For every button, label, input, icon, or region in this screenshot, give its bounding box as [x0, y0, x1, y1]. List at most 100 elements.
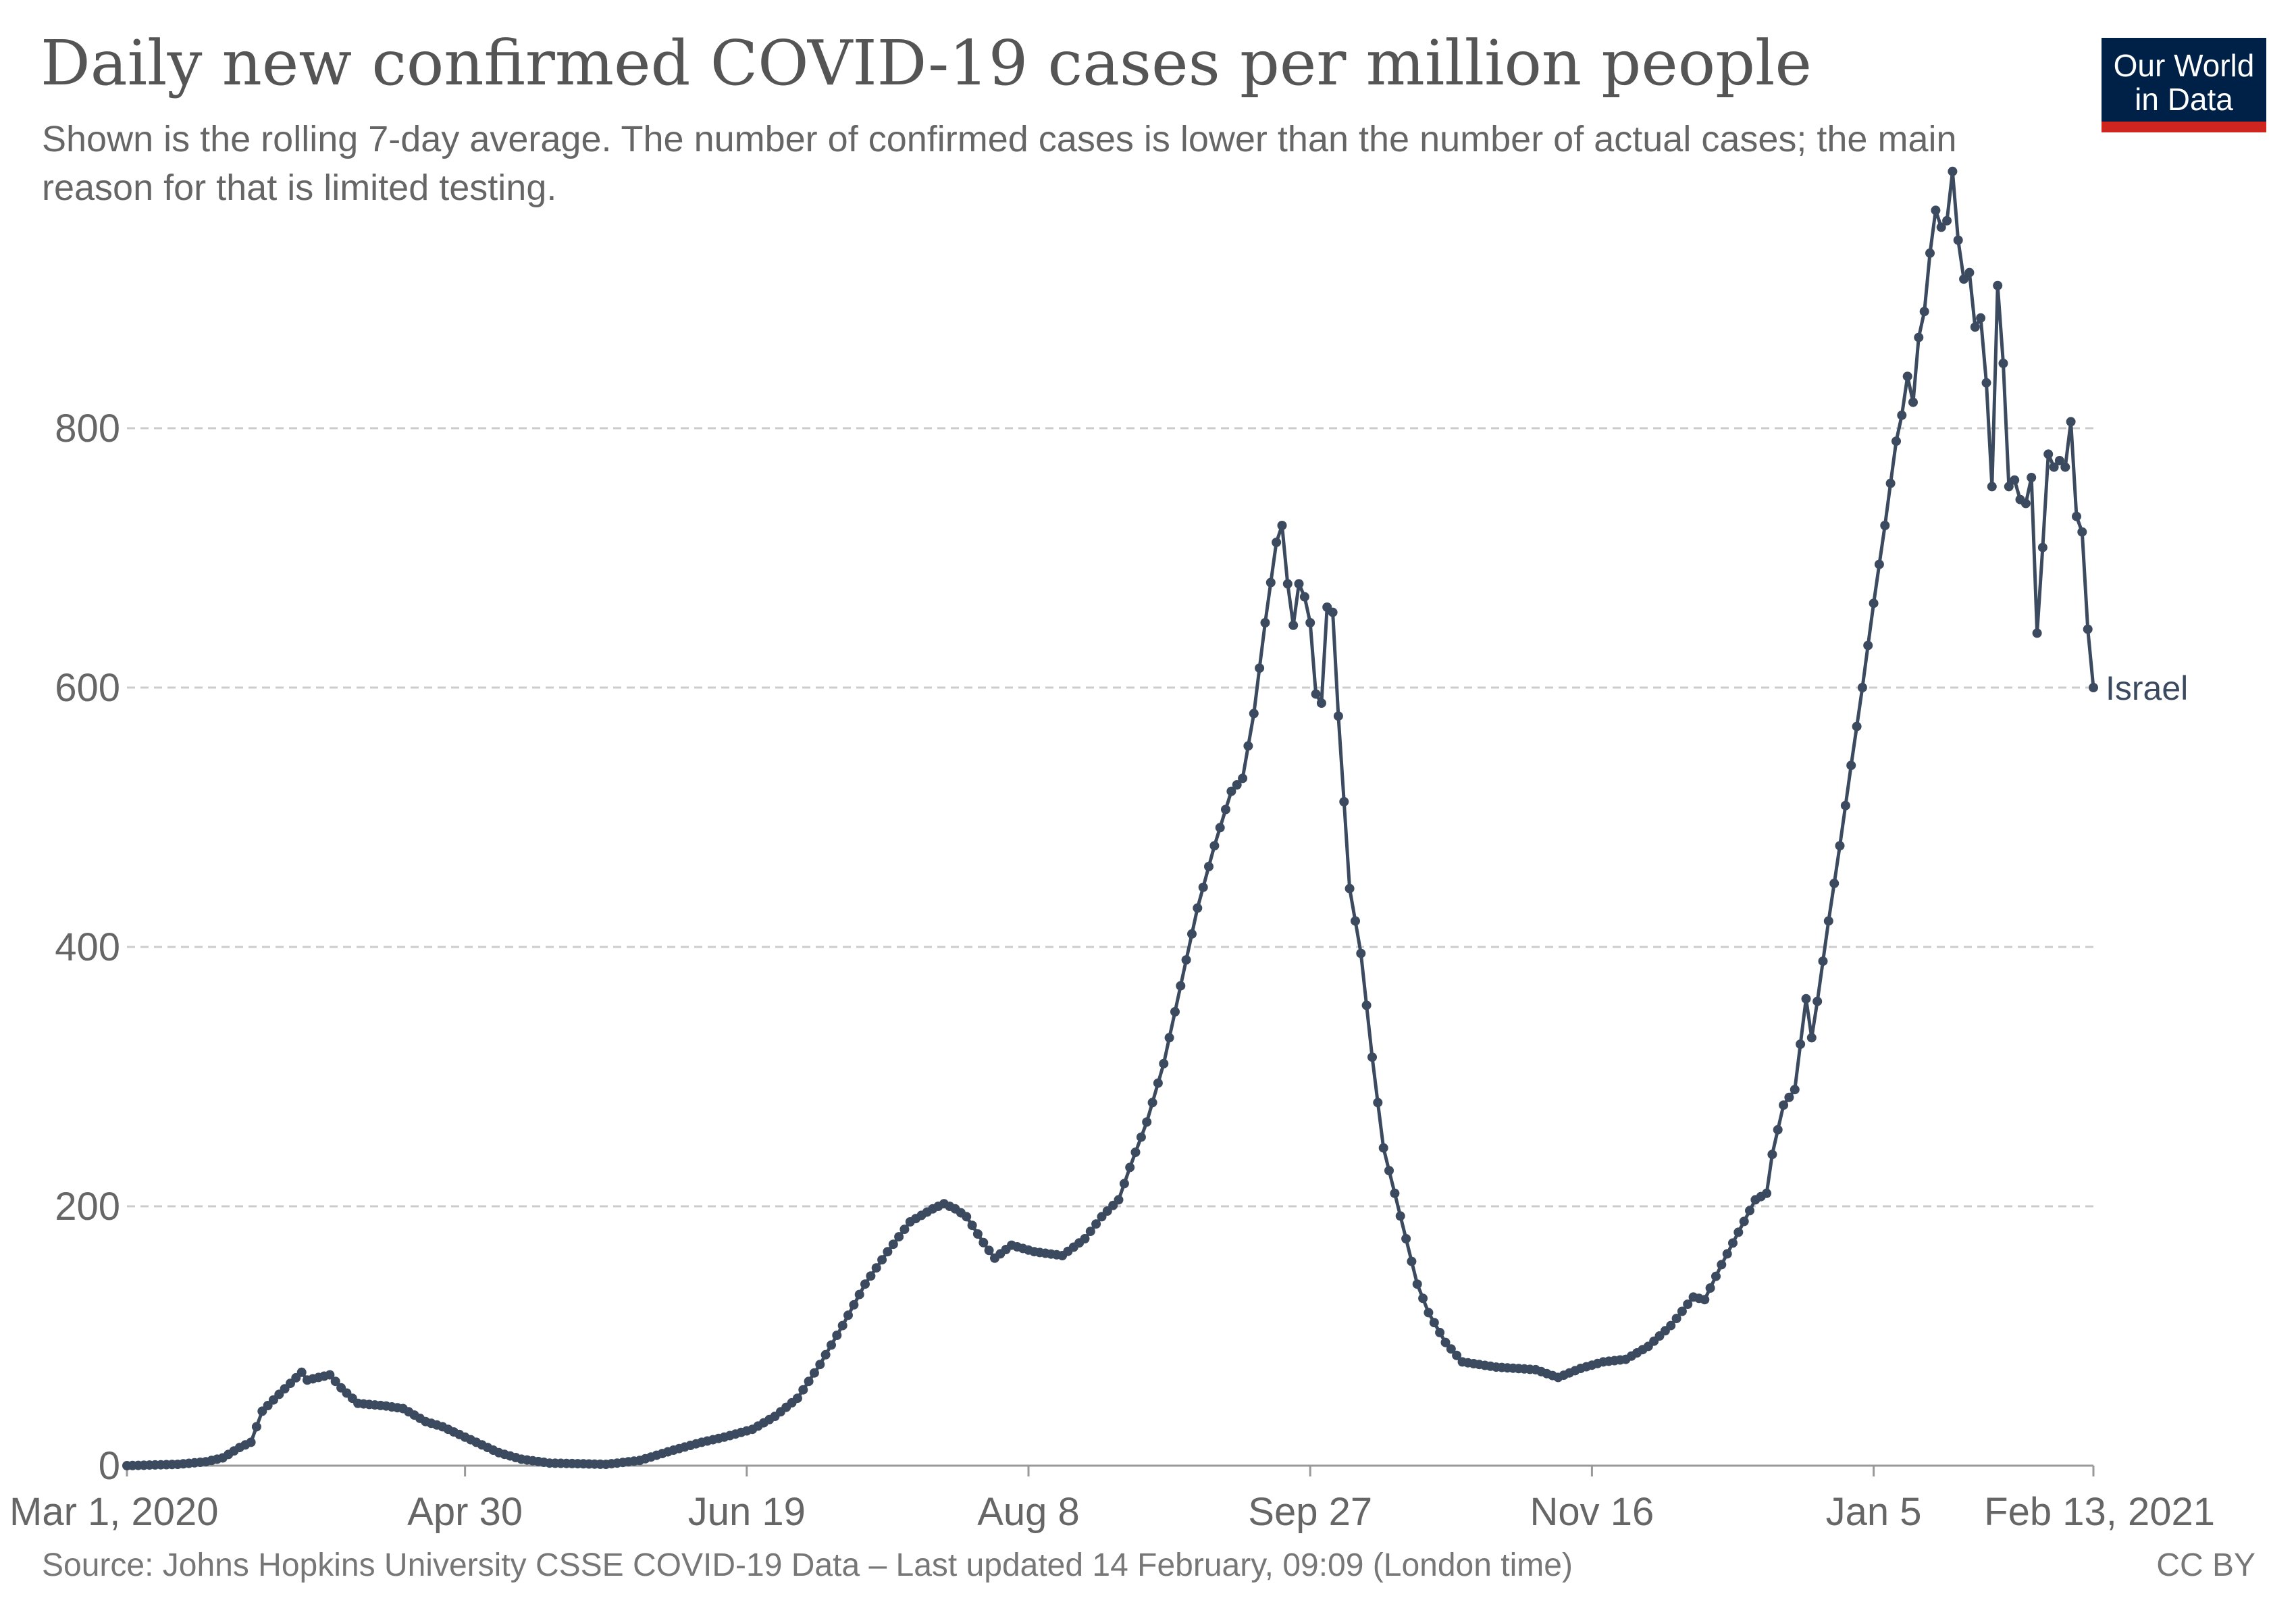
- data-point: [2060, 462, 2070, 472]
- data-point: [877, 1255, 887, 1265]
- data-point: [899, 1225, 910, 1235]
- data-point: [962, 1212, 972, 1222]
- data-point: [246, 1437, 256, 1447]
- x-tick-label: Nov 16: [1530, 1490, 1654, 1534]
- data-point: [2049, 462, 2059, 472]
- x-tick-label: Apr 30: [407, 1490, 523, 1534]
- data-point: [1863, 640, 1873, 650]
- data-point: [1446, 1344, 1456, 1354]
- data-point: [1384, 1166, 1394, 1176]
- source-note: Source: Johns Hopkins University CSSE CO…: [42, 1547, 1573, 1583]
- data-point: [1993, 280, 2003, 290]
- data-point: [1914, 332, 1924, 342]
- data-point: [1164, 1033, 1174, 1043]
- data-point: [1857, 683, 1867, 692]
- y-tick-label: 800: [55, 407, 120, 451]
- data-point: [1874, 559, 1884, 569]
- data-point: [894, 1232, 904, 1242]
- data-point: [1976, 313, 1986, 323]
- data-point: [2043, 449, 2054, 459]
- owid-logo[interactable]: Our World in Data: [2102, 38, 2266, 132]
- data-point: [1722, 1249, 1732, 1259]
- data-point: [854, 1289, 864, 1300]
- data-point: [1181, 955, 1191, 965]
- data-point: [2077, 527, 2087, 537]
- tick-labels: 0 200 400 600 800 Mar 1, 2020 Apr 30 Jun 19 Aug …: [9, 407, 2215, 1534]
- data-point: [792, 1393, 802, 1404]
- data-point: [1232, 780, 1242, 790]
- data-point: [1801, 994, 1811, 1004]
- data-point: [1677, 1306, 1687, 1316]
- data-point: [1356, 948, 1366, 958]
- data-point: [1339, 797, 1349, 806]
- data-point: [296, 1367, 307, 1377]
- data-point: [2054, 456, 2064, 465]
- data-point: [1204, 862, 1214, 871]
- data-point: [1948, 166, 1958, 176]
- data-point: [984, 1245, 994, 1256]
- data-point: [832, 1331, 842, 1340]
- logo-line-1: Our World: [2113, 48, 2255, 83]
- data-point: [1717, 1260, 1727, 1270]
- data-point: [1130, 1148, 1141, 1157]
- data-point: [1869, 598, 1879, 609]
- data-point: [1266, 577, 1276, 588]
- data-point: [1221, 804, 1230, 815]
- data-point: [1142, 1117, 1152, 1127]
- data-point: [1299, 592, 1309, 602]
- data-point: [1733, 1227, 1744, 1237]
- data-point: [1153, 1078, 1163, 1088]
- data-point: [967, 1220, 977, 1231]
- data-point: [1942, 215, 1952, 226]
- data-point: [1796, 1039, 1806, 1049]
- data-point: [1125, 1162, 1135, 1173]
- data-point: [1700, 1295, 1710, 1305]
- data-point: [1328, 607, 1338, 617]
- data-point: [2066, 417, 2076, 427]
- data-point: [1407, 1256, 1417, 1266]
- data-point: [1823, 916, 1833, 926]
- data-point: [1829, 878, 1840, 888]
- data-point: [1390, 1188, 1400, 1198]
- data-point: [1953, 235, 1963, 245]
- data-point: [1209, 841, 1220, 851]
- data-point: [1846, 761, 1856, 771]
- data-point: [1272, 538, 1282, 547]
- data-point: [1373, 1098, 1383, 1108]
- data-point: [798, 1385, 808, 1395]
- license-link[interactable]: CC BY: [2156, 1547, 2255, 1583]
- data-point: [1119, 1179, 1129, 1189]
- data-point: [843, 1310, 853, 1320]
- data-point: [815, 1360, 825, 1370]
- data-point: [1429, 1318, 1439, 1328]
- data-point: [1401, 1234, 1411, 1243]
- data-point: [2072, 511, 2081, 521]
- data-point: [860, 1279, 870, 1289]
- data-point: [871, 1263, 881, 1273]
- data-point: [1288, 620, 1299, 630]
- series-layer: [122, 166, 2098, 1470]
- data-point: [1333, 711, 1343, 721]
- data-point: [888, 1239, 898, 1250]
- data-point: [1885, 478, 1896, 488]
- data-point: [2089, 683, 2098, 692]
- chart-subtitle: Shown is the rolling 7-day average. The …: [42, 119, 1957, 208]
- data-point: [1136, 1132, 1146, 1142]
- data-point: [1311, 689, 1321, 699]
- data-point: [1981, 378, 1991, 388]
- data-point: [1345, 883, 1355, 894]
- y-tick-label: 200: [55, 1185, 120, 1229]
- data-point: [883, 1247, 893, 1257]
- data-point: [1378, 1143, 1388, 1153]
- data-point: [1812, 996, 1823, 1006]
- data-point: [1897, 410, 1907, 420]
- data-point: [1243, 741, 1253, 751]
- data-point: [1683, 1300, 1693, 1309]
- data-point: [1435, 1327, 1445, 1337]
- data-point: [2004, 482, 2014, 492]
- data-point: [1316, 698, 1326, 708]
- data-point: [1936, 222, 1946, 232]
- data-point: [1238, 773, 1248, 783]
- data-point: [2020, 498, 2031, 509]
